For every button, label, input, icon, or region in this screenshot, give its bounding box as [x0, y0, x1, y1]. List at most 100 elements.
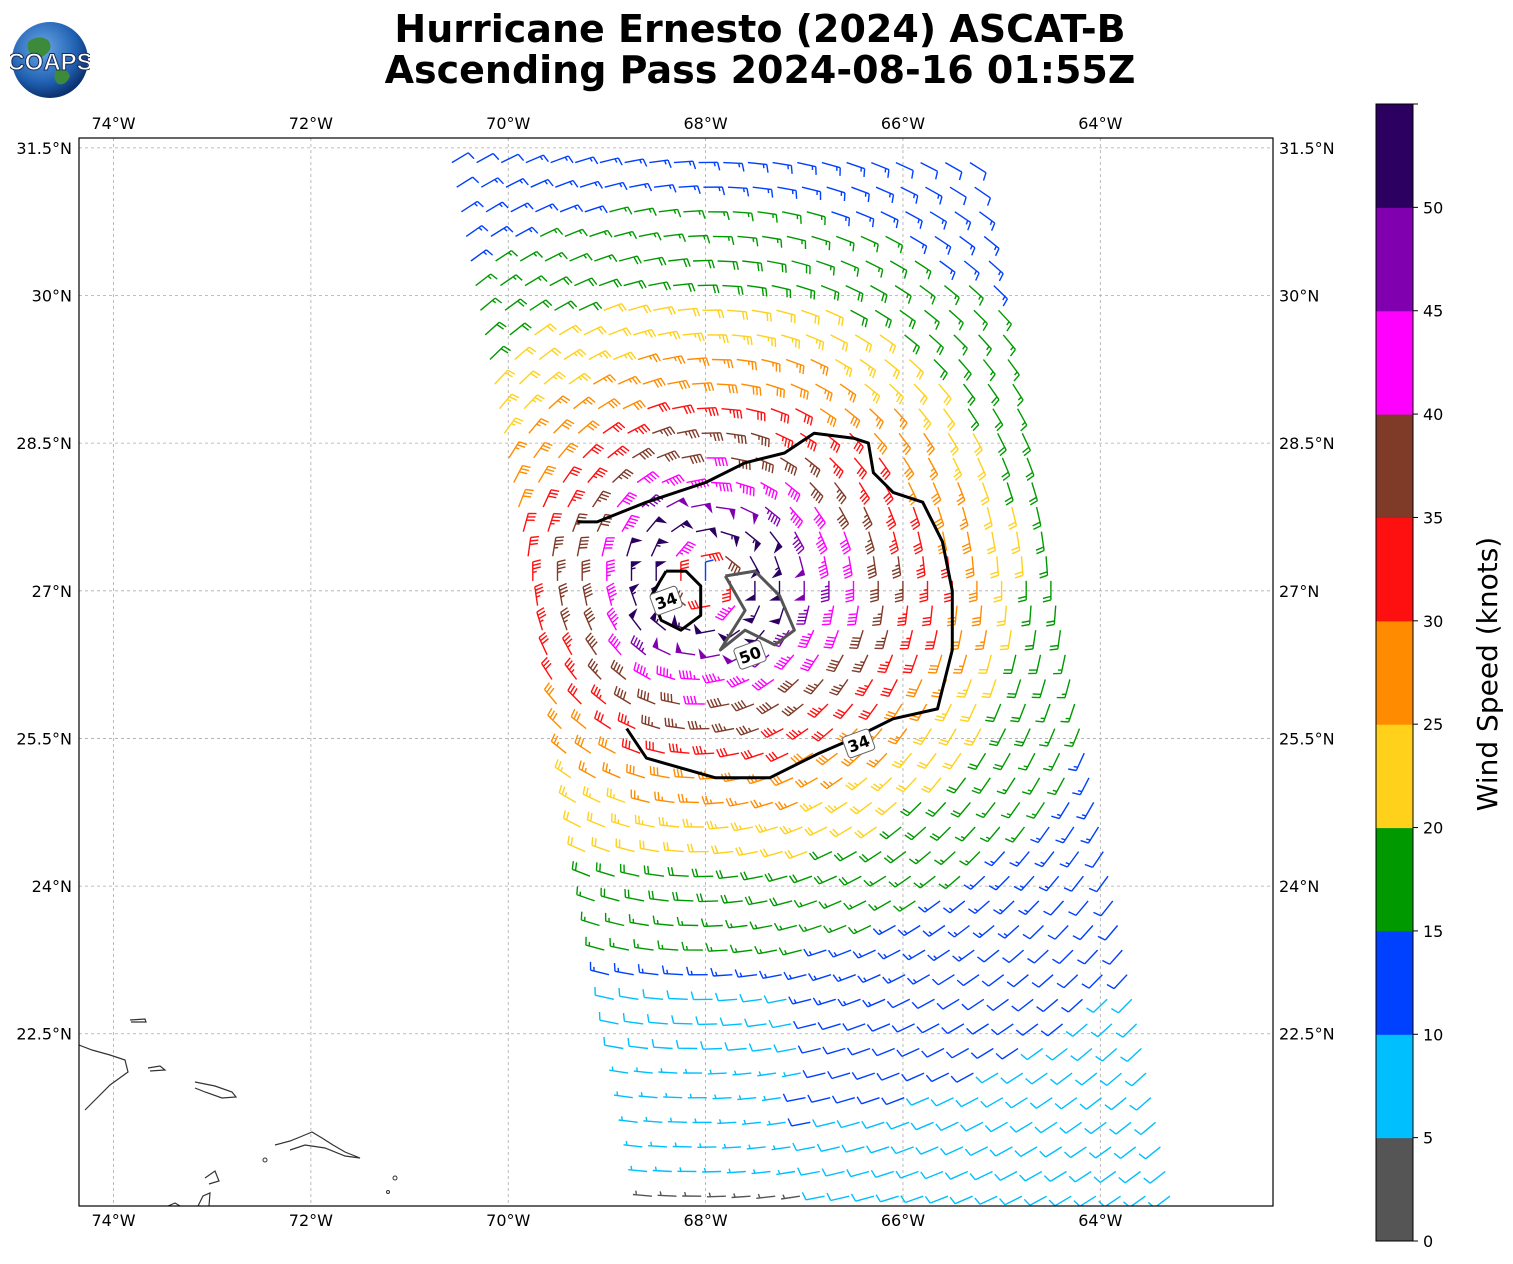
wind-barb	[1095, 1047, 1118, 1062]
wind-barb	[696, 770, 719, 780]
wind-barb	[994, 1170, 1018, 1182]
wind-barb	[1016, 408, 1028, 432]
logo-text: COAPS	[10, 49, 90, 76]
wind-barb	[916, 752, 937, 770]
wind-barb	[717, 1119, 737, 1125]
wind-barb	[636, 471, 660, 484]
wind-barb	[924, 630, 938, 650]
wind-barb	[793, 899, 818, 908]
wind-barb	[1012, 383, 1024, 407]
wind-barb	[999, 630, 1012, 651]
wind-barb	[985, 703, 1002, 723]
wind-barb	[678, 185, 701, 195]
wind-barb	[960, 1121, 984, 1132]
wind-barb	[638, 232, 662, 241]
wind-barb	[913, 875, 936, 889]
wind-barb	[505, 177, 529, 188]
wind-barb	[765, 751, 789, 763]
wind-barb	[920, 161, 939, 180]
wind-barb	[724, 555, 741, 576]
wind-barb	[980, 482, 990, 506]
wind-barb	[1039, 1146, 1063, 1158]
wind-barb	[538, 347, 562, 361]
wind-barb	[949, 1195, 973, 1205]
wind-barb	[484, 321, 507, 336]
wind-barb	[1093, 1170, 1117, 1183]
wind-barb	[755, 457, 774, 474]
wind-barb	[759, 848, 783, 858]
wind-barb	[915, 1146, 939, 1155]
wind-barb	[609, 1066, 629, 1074]
wind-barb	[604, 181, 628, 191]
wind-barb	[843, 900, 867, 911]
wind-barb	[921, 605, 933, 627]
wind-barb	[1093, 900, 1114, 917]
colorbar-tick-label: 25	[1423, 715, 1443, 734]
wind-barb	[830, 334, 849, 352]
wind-barb	[905, 1097, 930, 1106]
wind-barb	[986, 998, 1009, 1011]
wind-barb	[888, 531, 899, 555]
wind-barb	[629, 583, 640, 606]
wind-barb	[1009, 1121, 1033, 1133]
wind-barb	[787, 1118, 811, 1127]
wind-barb	[1000, 1072, 1024, 1084]
wind-barb	[981, 974, 1005, 987]
wind-barb	[891, 556, 902, 579]
wind-barb	[827, 1070, 851, 1080]
wind-barb	[1031, 679, 1046, 699]
wind-barb	[874, 630, 889, 650]
wind-barb	[645, 740, 665, 754]
wind-barb	[475, 273, 498, 287]
wind-barb	[983, 235, 1000, 257]
colorbar-label: Wind Speed (knots)	[1471, 537, 1504, 811]
contour-34-kt	[577, 431, 954, 780]
wind-barb	[1081, 974, 1103, 989]
wind-barb	[889, 260, 908, 279]
wind-barb	[986, 531, 996, 555]
wind-barb	[712, 235, 735, 246]
wind-barb	[953, 334, 968, 356]
wind-barb	[1106, 974, 1128, 990]
wind-barb	[692, 382, 715, 392]
wind-barb	[549, 276, 573, 287]
map-background	[79, 138, 1273, 1206]
wind-barb	[589, 961, 610, 976]
wind-barb	[861, 1120, 885, 1129]
wind-barb	[941, 1023, 965, 1035]
wind-barb	[1002, 949, 1025, 964]
wind-barb	[648, 890, 669, 902]
wind-barb	[614, 230, 638, 240]
wind-barb	[606, 559, 615, 581]
wind-barb	[782, 1093, 806, 1102]
wind-barb	[950, 1072, 974, 1083]
wind-barb	[525, 154, 549, 164]
wind-barb	[567, 835, 586, 853]
wind-barb	[886, 998, 911, 1009]
wind-barb	[928, 334, 945, 356]
wind-barb	[754, 823, 778, 834]
wind-barb	[840, 752, 863, 767]
wind-barb	[485, 201, 509, 213]
wind-barb	[622, 399, 646, 411]
coaps-logo: COAPS	[10, 22, 90, 98]
colorbar-tick-label: 35	[1423, 508, 1443, 527]
wind-barb	[670, 519, 694, 533]
wind-barb	[624, 158, 648, 167]
wind-barb	[992, 408, 1004, 432]
wind-barb	[885, 235, 904, 254]
wind-barb	[775, 432, 794, 450]
wind-barb	[812, 997, 837, 1006]
wind-barb	[586, 811, 606, 828]
wind-barb	[773, 654, 795, 670]
wind-barb	[808, 973, 832, 982]
wind-barb	[895, 1170, 919, 1179]
wind-barb	[630, 789, 650, 804]
wind-barb	[790, 752, 814, 764]
coastline-segment	[147, 1065, 167, 1072]
wind-barb	[703, 186, 726, 196]
wind-barb	[695, 1016, 718, 1026]
wind-barb	[874, 309, 892, 329]
wind-barb	[1129, 1097, 1152, 1111]
wind-barb	[648, 1141, 668, 1148]
